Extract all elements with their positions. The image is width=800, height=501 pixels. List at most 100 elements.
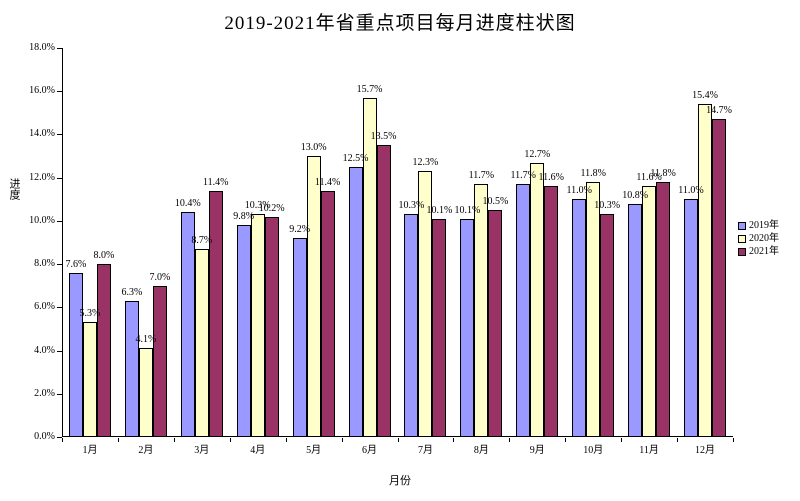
bar-value-label: 7.0% <box>149 271 171 283</box>
legend-swatch-icon <box>738 221 746 230</box>
x-tick-label: 2月 <box>138 445 154 456</box>
bar-2019年-1月 <box>68 272 83 437</box>
bar-2021年-10月 <box>600 214 615 437</box>
x-tick-label: 1月 <box>82 445 98 456</box>
x-tick-label: 9月 <box>529 445 545 456</box>
y-tick-label: 8.0% <box>34 258 55 270</box>
bar-value-label: 13.0% <box>300 142 327 154</box>
x-tick-label: 12月 <box>695 445 716 456</box>
bar-value-label: 13.5% <box>370 131 397 143</box>
bar-value-label: 11.6% <box>538 172 565 184</box>
x-tick-mark <box>341 438 343 442</box>
bar-value-label: 11.0% <box>566 185 592 197</box>
legend-label: 2020年 <box>749 233 779 244</box>
bar-value-label: 11.4% <box>314 176 341 188</box>
x-tick-label: 11月 <box>639 445 659 456</box>
bar-value-label: 9.8% <box>233 211 255 223</box>
x-tick-mark <box>173 438 175 442</box>
y-tick-mark <box>57 177 62 179</box>
y-tick-label: 0.0% <box>34 431 55 442</box>
y-tick-mark <box>57 264 62 266</box>
legend-label: 2021年 <box>749 246 779 257</box>
x-tick-label: 4月 <box>250 445 266 456</box>
x-tick-mark <box>285 438 287 442</box>
x-tick-mark <box>453 438 455 442</box>
bar-value-label: 4.1% <box>135 334 157 346</box>
y-tick-mark <box>57 307 62 309</box>
bar-value-label: 10.3% <box>398 200 425 212</box>
x-tick-label: 5月 <box>306 445 322 456</box>
bar-2021年-1月 <box>96 264 111 437</box>
y-tick-mark <box>57 134 62 136</box>
bar-value-label: 14.7% <box>706 105 732 117</box>
bar-2019年-5月 <box>292 238 307 437</box>
x-tick-mark <box>62 438 63 442</box>
plot-area <box>62 48 733 437</box>
chart-title: 2019-2021年省重点项目每月进度柱状图 <box>224 13 576 34</box>
bar-2020年-11月 <box>642 186 657 437</box>
bar-2020年-4月 <box>250 214 265 437</box>
x-tick-mark <box>509 438 511 442</box>
legend: 2019年 2020年 2021年 <box>738 219 779 258</box>
bar-2021年-6月 <box>376 145 391 437</box>
y-tick-label: 12.0% <box>29 171 55 183</box>
bar-value-label: 11.0% <box>678 185 704 197</box>
bar-2021年-8月 <box>488 210 503 437</box>
x-tick-mark <box>229 438 231 442</box>
bar-value-label: 10.5% <box>482 196 509 208</box>
bar-value-label: 12.3% <box>412 157 439 169</box>
x-tick-label: 7月 <box>417 445 433 456</box>
y-tick-label: 2.0% <box>34 387 55 399</box>
bar-2020年-2月 <box>138 348 153 437</box>
bar-value-label: 11.7% <box>468 170 495 182</box>
y-axis-title: 进度 <box>8 178 20 200</box>
bar-2020年-8月 <box>474 184 489 437</box>
bar-2019年-3月 <box>180 212 195 437</box>
bar-2020年-10月 <box>586 181 601 437</box>
y-tick-mark <box>57 350 62 352</box>
bar-2021年-2月 <box>152 285 167 437</box>
bar-2021年-5月 <box>320 190 335 437</box>
bar-2020年-1月 <box>82 322 97 437</box>
y-tick-label: 6.0% <box>34 301 55 313</box>
bar-value-label: 12.7% <box>524 148 551 160</box>
bar-2019年-12月 <box>684 199 699 437</box>
legend-swatch-icon <box>738 247 746 256</box>
bar-2019年-4月 <box>236 225 251 437</box>
y-tick-label: 4.0% <box>34 344 55 356</box>
bar-2019年-8月 <box>460 218 475 437</box>
y-tick-label: 14.0% <box>29 128 55 140</box>
bar-value-label: 10.4% <box>174 198 201 210</box>
bar-2020年-9月 <box>530 162 545 437</box>
bar-2020年-3月 <box>194 248 209 437</box>
bar-value-label: 11.4% <box>203 176 229 188</box>
bar-2020年-6月 <box>362 97 377 437</box>
bar-value-label: 15.4% <box>692 90 718 102</box>
bar-value-label: 7.6% <box>65 258 87 270</box>
x-tick-label: 10月 <box>583 445 604 456</box>
bar-2019年-9月 <box>516 184 531 437</box>
bar-2020年-12月 <box>698 104 713 437</box>
y-tick-label: 10.0% <box>29 214 55 226</box>
bar-2021年-7月 <box>432 218 447 437</box>
y-tick-mark <box>57 48 62 49</box>
y-tick-mark <box>57 393 62 395</box>
x-tick-label: 3月 <box>194 445 210 456</box>
y-tick-mark <box>57 220 62 222</box>
bar-2020年-7月 <box>418 171 433 437</box>
x-tick-label: 6月 <box>362 445 378 456</box>
bar-value-label: 11.6% <box>636 172 662 184</box>
bar-value-label: 8.7% <box>191 234 213 246</box>
bar-value-label: 11.8% <box>580 167 606 179</box>
bar-value-label: 10.8% <box>622 189 649 201</box>
y-tick-mark <box>57 437 62 438</box>
legend-item-2021年: 2021年 <box>738 245 779 258</box>
x-tick-mark <box>565 438 567 442</box>
bar-value-label: 10.3% <box>594 200 621 212</box>
legend-item-2020年: 2020年 <box>738 232 779 245</box>
bar-value-label: 10.3% <box>244 200 271 212</box>
x-tick-mark <box>677 438 679 442</box>
bar-value-label: 12.5% <box>342 152 369 164</box>
x-tick-label: 8月 <box>473 445 489 456</box>
